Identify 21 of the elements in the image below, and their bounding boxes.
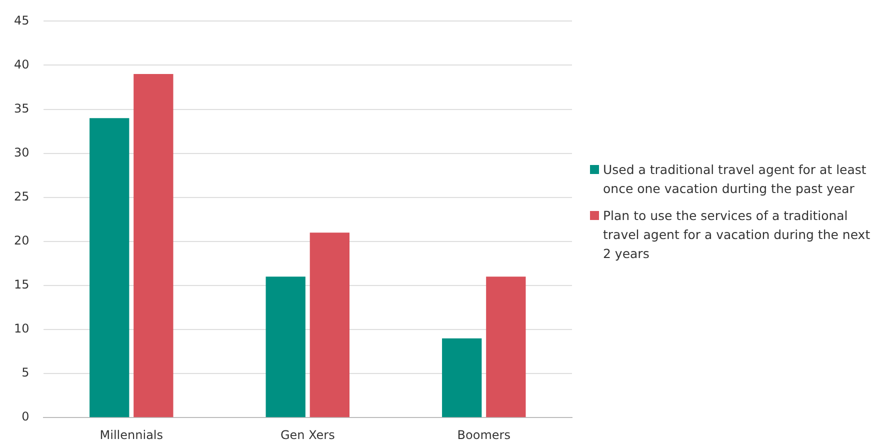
y-tick-label: 20	[14, 234, 30, 248]
y-tick-label: 0	[22, 410, 30, 424]
x-tick-label: Millennials	[100, 428, 164, 442]
y-tick-label: 35	[14, 101, 30, 116]
bar	[90, 118, 130, 418]
legend-label: Plan to use the services of a traditional travel agent for a vacation during the next 2 years	[603, 207, 872, 263]
y-tick-label: 40	[14, 57, 30, 72]
y-tick-label: 15	[14, 278, 30, 292]
y-tick-label: 30	[14, 145, 30, 160]
x-tick-label: Gen Xers	[280, 428, 335, 442]
y-tick-label: 25	[14, 190, 30, 204]
legend-label: Used a traditional travel agent for at least once one vacation durting the past year	[603, 161, 868, 198]
bar	[442, 338, 482, 418]
y-tick-label: 5	[22, 366, 30, 380]
y-tick-label: 10	[14, 322, 30, 336]
bar	[266, 276, 306, 418]
x-tick-label: Boomers	[457, 428, 510, 442]
y-tick-label: 45	[14, 13, 30, 28]
bar	[134, 74, 174, 418]
bar	[486, 276, 526, 418]
bar	[310, 232, 350, 418]
